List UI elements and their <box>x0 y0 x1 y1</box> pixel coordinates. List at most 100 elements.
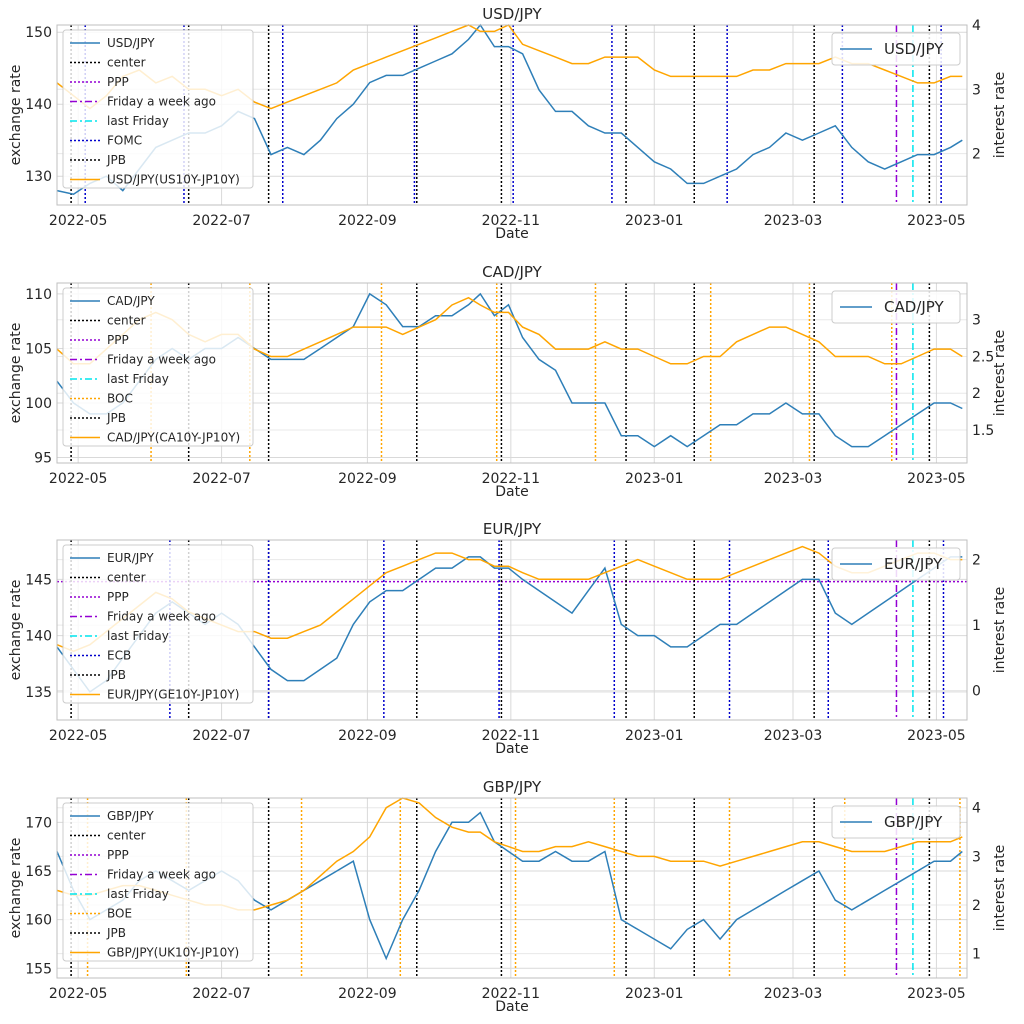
legend-left: USD/JPY center PPP Friday a week ago last Fr… <box>62 29 254 189</box>
x-tick-label: 2023-05 <box>907 728 966 744</box>
x-tick-label: 2022-07 <box>192 471 251 487</box>
legend-left: EUR/JPY center PPP Friday a week ago last Fr… <box>62 544 254 704</box>
x-tick-label: 2023-03 <box>764 728 823 744</box>
chart-panel-usd-jpy: USD/JPY 2022-05 2022-07 2022-09 2022-11 2023-… <box>8 5 1008 242</box>
y-tick-label: 145 <box>25 572 52 588</box>
legend-entry-label: GBP/JPY <box>107 809 154 823</box>
y-tick-label: 140 <box>25 97 52 113</box>
legend-entry-label: EUR/JPY <box>884 555 943 573</box>
y-tick-label: 105 <box>25 341 52 357</box>
legend-entry-label: BOC <box>107 392 133 406</box>
legend-entry-label: PPP <box>107 590 129 604</box>
legend-entry-label: GBP/JPY(UK10Y-JP10Y) <box>107 946 239 960</box>
x-tick-label: 2022-07 <box>192 728 251 744</box>
y-axis-label: exchange rate <box>8 580 24 681</box>
legend-entry-label: EUR/JPY(GE10Y-JP10Y) <box>107 688 239 702</box>
legend-entry-label: Friday a week ago <box>107 95 216 109</box>
x-tick-label: 2023-01 <box>625 471 684 487</box>
x-tick-label: 2023-05 <box>907 986 966 1002</box>
x-tick-label: 2022-11 <box>482 728 541 744</box>
legend-entry-label: GBP/JPY <box>884 813 943 831</box>
x-tick-label: 2022-09 <box>338 471 397 487</box>
legend-entry-label: JPB <box>106 668 126 682</box>
x-tick-label: 2022-05 <box>49 471 108 487</box>
x-tick-label: 2022-09 <box>338 728 397 744</box>
legend-right: GBP/JPY <box>831 805 961 839</box>
x-tick-label: 2022-07 <box>192 986 251 1002</box>
x-tick-label: 2022-09 <box>338 986 397 1002</box>
y-tick-label: 140 <box>25 629 52 645</box>
legend-box <box>831 547 961 581</box>
y2-tick-label: 2 <box>972 898 981 914</box>
legend-entry-label: CAD/JPY <box>107 294 155 308</box>
x-tick-label: 2022-11 <box>482 471 541 487</box>
legend-entry-label: EUR/JPY <box>107 551 154 565</box>
y2-tick-label: 4 <box>972 801 981 817</box>
chart-panel-cad-jpy: CAD/JPY 2022-05 2022-07 2022-09 2022-11 2023-… <box>8 263 1008 500</box>
x-tick-label: 2023-03 <box>764 471 823 487</box>
legend-entry-label: USD/JPY(US10Y-JP10Y) <box>107 173 240 187</box>
x-tick-label: 2023-01 <box>625 986 684 1002</box>
x-tick-label: 2022-11 <box>482 213 541 229</box>
legend-entry-label: JPB <box>106 411 126 425</box>
x-tick-label: 2022-05 <box>49 986 108 1002</box>
y2-tick-label: 2 <box>972 147 981 163</box>
y-tick-label: 100 <box>25 396 52 412</box>
legend-left: GBP/JPY center PPP Friday a week ago last Fr… <box>62 802 254 962</box>
y2-tick-label: 0 <box>972 684 981 700</box>
legend-box <box>831 805 961 839</box>
y2-tick-label: 2.5 <box>972 349 994 365</box>
legend-entry-label: JPB <box>106 153 126 167</box>
legend-entry-label: PPP <box>107 75 129 89</box>
plot-frame <box>56 797 968 979</box>
x-tick-label: 2023-05 <box>907 213 966 229</box>
y-axis-label: exchange rate <box>8 323 24 424</box>
legend-entry-label: Friday a week ago <box>107 610 216 624</box>
x-axis-label: Date <box>495 484 528 500</box>
y2-axis-label: interest rate <box>992 330 1008 417</box>
legend-entry-label: USD/JPY <box>884 40 944 58</box>
y-tick-label: 135 <box>25 685 52 701</box>
chart-title: GBP/JPY <box>483 778 542 796</box>
y-tick-label: 95 <box>34 451 52 467</box>
legend-entry-label: last Friday <box>107 887 169 901</box>
y2-tick-label: 1 <box>972 947 981 963</box>
legend-entry-label: center <box>107 314 146 328</box>
x-tick-label: 2022-07 <box>192 213 251 229</box>
y2-axis-label: interest rate <box>992 587 1008 674</box>
legend-entry-label: USD/JPY <box>107 36 155 50</box>
chart-title: USD/JPY <box>482 5 542 23</box>
x-axis-label: Date <box>495 226 528 242</box>
y-tick-label: 155 <box>25 961 52 977</box>
chart-panel-eur-jpy: EUR/JPY 2022-05 2022-07 2022-09 2022-11 2023-… <box>8 520 1008 757</box>
chart-title: EUR/JPY <box>483 520 542 538</box>
legend-entry-label: JPB <box>106 926 126 940</box>
y-tick-label: 170 <box>25 815 52 831</box>
y2-axis-label: interest rate <box>992 845 1008 932</box>
legend-right: EUR/JPY <box>831 547 961 581</box>
legend-entry-label: Friday a week ago <box>107 353 216 367</box>
x-axis-label: Date <box>495 741 528 757</box>
legend-box <box>62 287 254 447</box>
y-tick-label: 130 <box>25 169 52 185</box>
chart-panel-gbp-jpy: GBP/JPY 2022-05 2022-07 2022-09 2022-11 2023-… <box>8 778 1008 1015</box>
y2-tick-label: 2 <box>972 553 981 569</box>
x-tick-label: 2023-03 <box>764 986 823 1002</box>
x-axis-label: Date <box>495 999 528 1015</box>
plot-frame <box>56 282 968 464</box>
legend-entry-label: PPP <box>107 333 129 347</box>
x-tick-label: 2023-01 <box>625 728 684 744</box>
y2-tick-label: 3 <box>972 849 981 865</box>
y2-tick-label: 3 <box>972 82 981 98</box>
legend-box <box>831 32 961 66</box>
y2-axis-label: interest rate <box>992 72 1008 159</box>
y2-tick-label: 1 <box>972 618 981 634</box>
x-tick-label: 2022-05 <box>49 213 108 229</box>
legend-box <box>62 802 254 962</box>
y-tick-label: 160 <box>25 913 52 929</box>
legend-right: CAD/JPY <box>831 290 961 324</box>
legend-entry-label: PPP <box>107 848 129 862</box>
legend-entry-label: center <box>107 829 146 843</box>
x-tick-label: 2023-03 <box>764 213 823 229</box>
